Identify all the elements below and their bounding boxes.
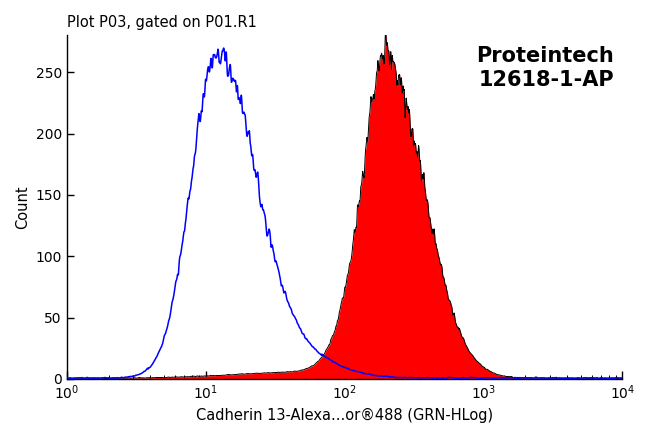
Y-axis label: Count: Count: [15, 185, 30, 229]
X-axis label: Cadherin 13-Alexa...or®488 (GRN-HLog): Cadherin 13-Alexa...or®488 (GRN-HLog): [196, 408, 493, 423]
Text: Plot P03, gated on P01.R1: Plot P03, gated on P01.R1: [67, 15, 257, 30]
Text: Proteintech
12618-1-AP: Proteintech 12618-1-AP: [476, 46, 614, 90]
